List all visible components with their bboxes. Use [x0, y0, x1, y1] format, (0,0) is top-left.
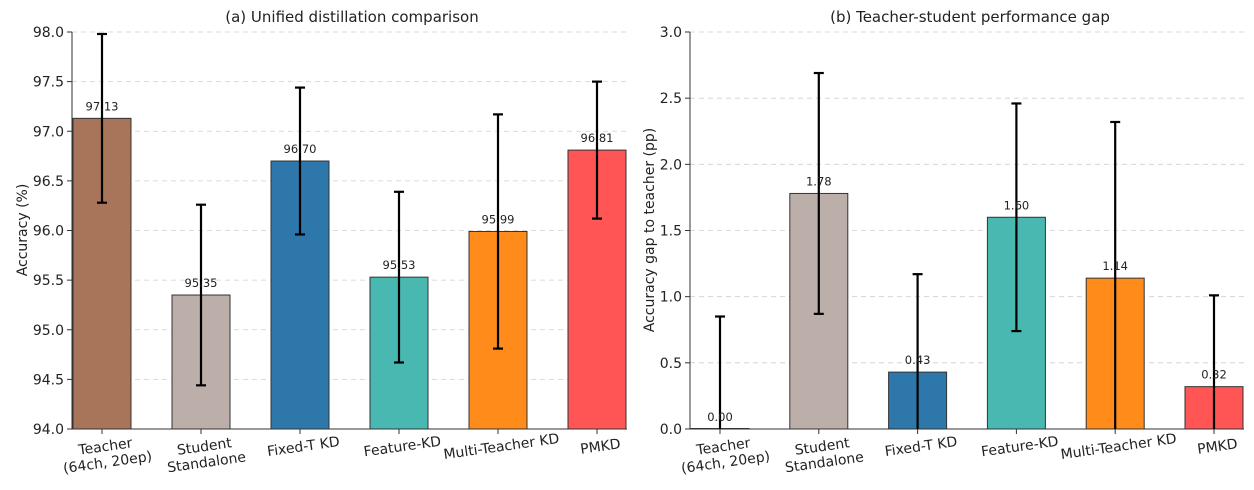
x-tick-label: Fixed-T KD: [266, 434, 341, 460]
data-label: 95.99: [482, 212, 515, 226]
data-label: 1.78: [806, 174, 832, 188]
data-label: 0.43: [905, 353, 931, 367]
chart-panel-b: (b) Teacher-student performance gap Accu…: [642, 8, 1244, 477]
data-label: 1.14: [1102, 259, 1128, 273]
y-tick-label: 2.0: [660, 157, 682, 173]
x-tick-label: Feature-KD: [980, 434, 1059, 461]
y-axis-label: Accuracy (%): [15, 184, 31, 277]
data-label: 97.13: [86, 99, 119, 113]
x-tick-label: StudentStandalone: [782, 434, 865, 477]
x-tick-label-line: Fixed-T KD: [266, 434, 341, 460]
y-tick-label: 94.0: [33, 422, 64, 438]
x-tick-label: Multi-Teacher KD: [443, 431, 561, 463]
x-tick-label: PMKD: [579, 436, 621, 457]
data-label: 95.35: [185, 276, 218, 290]
y-tick-label: 1.5: [660, 224, 682, 240]
data-label: 96.81: [581, 131, 614, 145]
data-label: 96.70: [284, 142, 317, 156]
x-tick-label-line: PMKD: [579, 436, 621, 457]
x-tick-label: StudentStandalone: [164, 434, 247, 477]
x-tick-label: Teacher(64ch, 20ep): [60, 433, 153, 477]
y-tick-label: 96.0: [33, 224, 64, 240]
y-tick-label: 0.5: [660, 356, 682, 372]
chart-title: (b) Teacher-student performance gap: [830, 8, 1110, 26]
y-tick-label: 3.0: [660, 25, 682, 41]
x-tick-label: Teacher(64ch, 20ep): [678, 433, 771, 477]
y-tick-label: 2.5: [660, 91, 682, 107]
chart-title: (a) Unified distillation comparison: [225, 8, 478, 26]
y-tick-label: 1.0: [660, 290, 682, 306]
data-label: 0.00: [707, 410, 733, 424]
data-label: 0.32: [1201, 368, 1227, 382]
x-tick-label: PMKD: [1196, 436, 1238, 457]
y-tick-label: 0.0: [660, 422, 682, 438]
chart-panel-a: (a) Unified distillation comparison Accu…: [15, 8, 627, 477]
x-tick-label-line: Teacher: [76, 435, 133, 459]
x-tick-label: Multi-Teacher KD: [1060, 431, 1178, 463]
y-tick-label: 95.0: [33, 323, 64, 339]
x-tick-label: Feature-KD: [363, 434, 442, 461]
x-tick-label-line: Student: [176, 435, 233, 459]
x-tick-label-line: Multi-Teacher KD: [443, 431, 561, 463]
y-tick-label: 98.0: [33, 25, 64, 41]
data-label: 1.60: [1004, 198, 1030, 212]
x-tick-label-line: Feature-KD: [363, 434, 442, 461]
x-tick-label-line: Fixed-T KD: [884, 434, 959, 460]
y-tick-label: 96.5: [33, 174, 64, 190]
x-tick-label-line: Student: [794, 435, 851, 459]
data-label: 95.53: [383, 258, 416, 272]
y-tick-label: 97.5: [33, 75, 64, 91]
y-tick-label: 94.5: [33, 372, 64, 388]
x-tick-label-line: Feature-KD: [980, 434, 1059, 461]
y-axis-label: Accuracy gap to teacher (pp): [642, 128, 658, 332]
y-tick-label: 95.5: [33, 273, 64, 289]
x-tick-label: Fixed-T KD: [884, 434, 959, 460]
x-tick-label-line: Teacher: [694, 435, 751, 459]
x-tick-label-line: Multi-Teacher KD: [1060, 431, 1178, 463]
x-tick-label-line: PMKD: [1196, 436, 1238, 457]
y-tick-label: 97.0: [33, 124, 64, 140]
